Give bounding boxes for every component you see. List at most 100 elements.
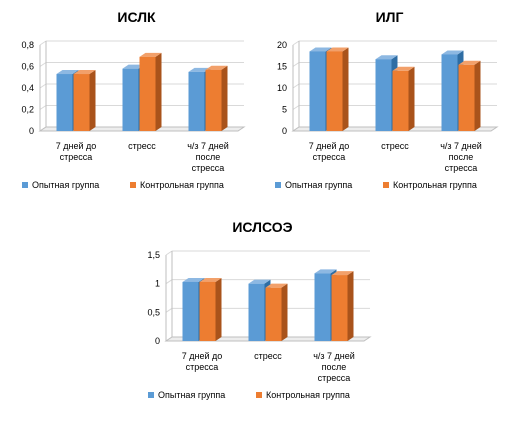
bar-top (188, 67, 211, 72)
gridline-side (292, 40, 300, 46)
y-tick-label: 0,2 (21, 105, 34, 115)
y-tick-label: 0 (29, 126, 34, 136)
chart-svg: ИСЛК 0 0,2 0,4 0,6 0,8 7 дней до стресса стресс ч… (21, 9, 246, 190)
y-tick-label: 10 (277, 83, 287, 93)
bar-top (441, 50, 464, 55)
bar-top (248, 279, 271, 284)
gridline-side (292, 83, 300, 89)
bar (199, 277, 222, 341)
gridline-side (292, 62, 300, 67)
legend: Опытная группа Контрольная группа (22, 180, 224, 190)
bar-top (326, 47, 349, 52)
y-tick-label: 1 (155, 279, 160, 289)
chart-ilg: ИЛГ 0 5 10 15 20 7 дней до стресса стресс ч/з 7 д… (253, 0, 506, 205)
chart-svg: ИСЛСОЭ 0 0,5 1 1,5 7 дней до стресса стресс ч/з … (147, 219, 372, 400)
chart-title: ИСЛК (117, 9, 156, 25)
bar-top (122, 64, 145, 69)
legend-swatch (383, 182, 389, 188)
bar-front (188, 71, 205, 131)
y-tick-label: 0,8 (21, 40, 34, 50)
bar-front (199, 281, 216, 341)
bar (205, 65, 228, 131)
legend-swatch (130, 182, 136, 188)
chart-svg: ИЛГ 0 5 10 15 20 7 дней до стресса стресс ч/з 7 д… (275, 9, 499, 190)
gridline-side (165, 307, 173, 313)
bar-front (309, 51, 326, 132)
y-tick-label: 20 (277, 40, 287, 50)
x-tick-label: 7 дней до стресса (309, 141, 350, 162)
gridline-side (39, 105, 47, 110)
bar (265, 283, 288, 341)
legend: Опытная группа Контрольная группа (148, 390, 350, 400)
legend-swatch (22, 182, 28, 188)
bar-top (73, 70, 96, 75)
bar-top (375, 55, 398, 60)
bar-front (375, 59, 392, 131)
x-tick-label: 7 дней до стресса (182, 351, 223, 372)
bar-front (73, 74, 90, 131)
gridline-side (165, 279, 173, 285)
y-tick-label: 0 (155, 336, 160, 346)
bar-front (248, 283, 265, 341)
bar-side (89, 70, 96, 131)
bar-front (56, 74, 73, 131)
bar (331, 271, 354, 341)
bar-side (155, 52, 162, 132)
legend-label: Контрольная группа (266, 390, 350, 400)
y-tick-label: 1,5 (147, 250, 160, 260)
x-tick-label: ч/з 7 дней после стресса (313, 351, 355, 383)
bar-front (139, 56, 156, 132)
bar-side (474, 60, 481, 131)
bar (326, 47, 349, 132)
y-tick-label: 0 (282, 126, 287, 136)
legend-label: Опытная группа (32, 180, 99, 190)
legend-swatch (148, 392, 154, 398)
bar-side (342, 47, 349, 132)
bar-front (205, 69, 222, 131)
bar-side (281, 283, 288, 341)
bar (139, 52, 162, 132)
bar-side (221, 65, 228, 131)
y-tick-label: 5 (282, 105, 287, 115)
bar-top (314, 269, 337, 274)
bar-front (314, 273, 331, 341)
bar-front (441, 54, 458, 131)
legend-label: Контрольная группа (393, 180, 477, 190)
y-tick-label: 0,6 (21, 62, 34, 72)
chart-islsoe: ИСЛСОЭ 0 0,5 1 1,5 7 дней до стресса стресс ч/з … (126, 210, 379, 415)
bar-side (408, 66, 415, 131)
legend-swatch (256, 392, 262, 398)
y-tick-label: 0,5 (147, 307, 160, 317)
bar-front (122, 68, 139, 131)
legend-label: Контрольная группа (140, 180, 224, 190)
bar (458, 60, 481, 131)
gridline-side (39, 40, 47, 46)
bar-top (139, 52, 162, 57)
x-tick-label: ч/з 7 дней после стресса (440, 141, 482, 173)
bar-top (331, 271, 354, 276)
bar-top (205, 65, 228, 70)
x-tick-label: стресс (254, 351, 282, 361)
chart-title: ИЛГ (376, 9, 404, 25)
x-tick-label: стресс (381, 141, 409, 151)
gridline-side (292, 105, 300, 110)
bar-front (265, 287, 282, 341)
bar-top (199, 277, 222, 282)
gridline-side (39, 62, 47, 67)
bar (73, 70, 96, 131)
bar-top (392, 66, 415, 71)
y-tick-label: 0,4 (21, 83, 34, 93)
bar-front (331, 275, 348, 341)
bar-side (215, 277, 222, 341)
chart-title: ИСЛСОЭ (232, 219, 292, 235)
bar-front (392, 70, 409, 131)
x-tick-label: ч/з 7 дней после стресса (187, 141, 229, 173)
legend-swatch (275, 182, 281, 188)
bar-front (458, 64, 475, 131)
x-tick-label: стресс (128, 141, 156, 151)
chart-islk: ИСЛК 0 0,2 0,4 0,6 0,8 7 дней до стресса стресс ч… (0, 0, 253, 205)
bar-front (182, 281, 199, 341)
bar-top (182, 277, 205, 282)
bar-front (326, 51, 343, 132)
legend: Опытная группа Контрольная группа (275, 180, 477, 190)
